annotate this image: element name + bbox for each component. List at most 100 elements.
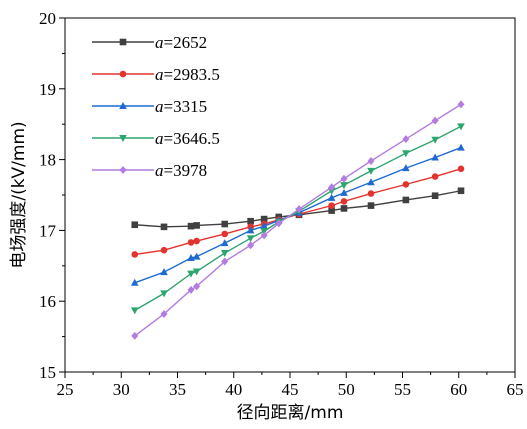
x-tick-label: 55 bbox=[394, 380, 411, 399]
data-point bbox=[402, 135, 410, 144]
legend-label: a=3978 bbox=[155, 161, 207, 180]
legend-marker bbox=[119, 135, 127, 142]
data-point bbox=[246, 226, 255, 234]
data-point bbox=[340, 205, 348, 212]
data-point bbox=[402, 181, 410, 188]
data-point bbox=[187, 239, 195, 246]
plot-frame bbox=[64, 17, 516, 373]
legend-entry: a=2983.5 bbox=[92, 65, 220, 84]
data-point bbox=[247, 241, 255, 250]
data-point bbox=[160, 246, 168, 254]
data-point bbox=[247, 217, 254, 225]
series-3646.5 bbox=[130, 123, 465, 315]
data-point bbox=[246, 235, 255, 243]
data-point bbox=[295, 205, 303, 214]
data-point bbox=[131, 221, 139, 229]
data-point bbox=[131, 251, 139, 258]
data-point bbox=[402, 150, 410, 158]
series-line bbox=[134, 125, 462, 312]
legend-entry: a=3646.5 bbox=[92, 129, 220, 148]
data-point bbox=[193, 222, 200, 229]
y-tick-label: 16 bbox=[39, 292, 56, 311]
y-tick-labels: 15 16 17 18 19 20 bbox=[39, 9, 57, 382]
data-point bbox=[431, 136, 439, 144]
data-point bbox=[187, 254, 195, 262]
data-point bbox=[340, 182, 348, 190]
data-point bbox=[130, 307, 139, 315]
data-point bbox=[327, 193, 336, 201]
x-tick-label: 45 bbox=[282, 380, 299, 399]
y-tick-label: 20 bbox=[39, 9, 56, 28]
data-point bbox=[402, 196, 410, 204]
y-axis-title: 电场强度/(kV/mm) bbox=[9, 121, 29, 268]
data-point bbox=[367, 202, 375, 209]
data-point bbox=[457, 123, 465, 131]
data-point bbox=[160, 223, 168, 231]
series-3978 bbox=[131, 100, 465, 340]
data-point bbox=[260, 231, 268, 240]
data-point bbox=[327, 187, 336, 195]
series-layer bbox=[130, 100, 465, 340]
data-point bbox=[431, 173, 439, 180]
data-point bbox=[260, 222, 268, 230]
data-point bbox=[187, 222, 195, 230]
legend-marker bbox=[119, 38, 127, 46]
x-tick-label: 60 bbox=[450, 380, 467, 399]
data-point bbox=[367, 157, 375, 166]
data-point bbox=[431, 116, 439, 125]
data-point bbox=[457, 187, 465, 195]
legend-label: a=2983.5 bbox=[155, 65, 220, 84]
x-tick-label: 65 bbox=[507, 380, 524, 399]
legend-entry: a=3978 bbox=[92, 161, 207, 180]
data-point bbox=[431, 192, 439, 200]
data-point bbox=[328, 202, 335, 209]
data-point bbox=[187, 270, 195, 278]
x-tick-label: 25 bbox=[57, 380, 74, 399]
data-point bbox=[193, 282, 201, 291]
x-tick-label: 50 bbox=[338, 380, 355, 399]
data-point bbox=[340, 188, 348, 196]
data-point bbox=[457, 165, 465, 173]
data-point bbox=[328, 183, 336, 192]
data-point bbox=[193, 237, 200, 245]
data-point bbox=[260, 215, 268, 223]
legend-entry: a=2652 bbox=[92, 33, 207, 52]
data-point bbox=[457, 143, 465, 151]
data-point bbox=[130, 278, 139, 286]
x-tick-label: 35 bbox=[169, 380, 186, 399]
data-point bbox=[160, 290, 168, 298]
data-point bbox=[187, 285, 195, 294]
data-point bbox=[221, 220, 229, 228]
data-point bbox=[160, 268, 168, 276]
data-point bbox=[367, 178, 375, 186]
data-point bbox=[431, 153, 439, 161]
y-tick-label: 17 bbox=[39, 221, 57, 240]
legend-marker bbox=[119, 102, 127, 109]
data-point bbox=[367, 190, 375, 197]
data-point bbox=[131, 331, 139, 340]
data-point bbox=[275, 219, 283, 228]
legend: a=2652 a=2983.5 a=3315 a=3646.5 a=3978 bbox=[92, 33, 220, 180]
data-point bbox=[192, 252, 201, 260]
y-tick-label: 15 bbox=[39, 363, 56, 382]
y-tick-label: 19 bbox=[39, 80, 56, 99]
data-point bbox=[192, 268, 201, 276]
legend-marker bbox=[119, 70, 127, 78]
data-point bbox=[340, 174, 348, 183]
data-point bbox=[328, 207, 335, 214]
data-point bbox=[367, 167, 375, 175]
legend-label: a=2652 bbox=[155, 33, 207, 52]
data-point bbox=[220, 250, 229, 258]
data-point bbox=[220, 239, 229, 247]
legend-label: a=3646.5 bbox=[155, 129, 220, 148]
y-tick-label: 18 bbox=[39, 151, 56, 170]
x-tick-label: 40 bbox=[225, 380, 242, 399]
axis-ticks bbox=[59, 17, 516, 378]
legend-label: a=3315 bbox=[155, 97, 207, 116]
legend-entry: a=3315 bbox=[92, 97, 207, 116]
data-point bbox=[221, 257, 229, 266]
x-axis-title: 径向距离/mm bbox=[237, 403, 344, 423]
data-point bbox=[402, 164, 410, 172]
data-point bbox=[457, 100, 465, 109]
